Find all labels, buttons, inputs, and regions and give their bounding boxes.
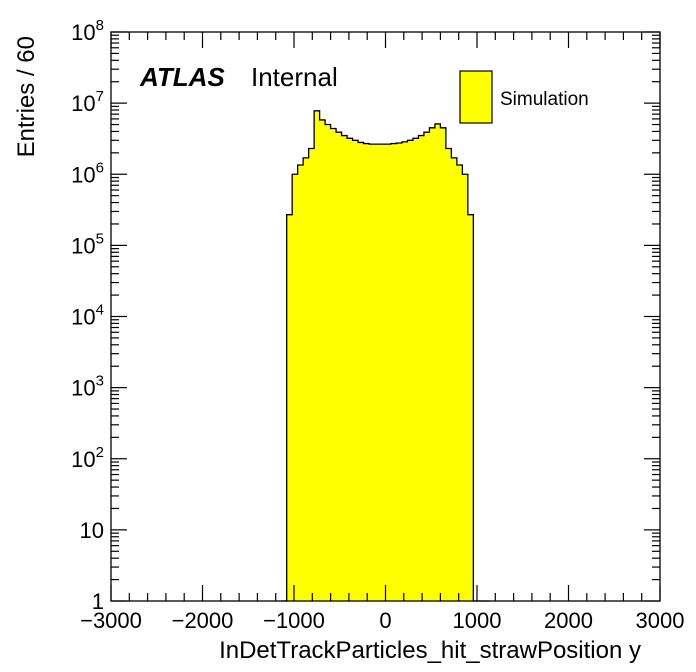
histogram-bin xyxy=(303,157,310,601)
histogram-bin xyxy=(412,138,419,601)
histogram-bin xyxy=(363,143,370,601)
histogram-bin xyxy=(286,214,293,601)
x-tick-label: 3000 xyxy=(636,608,685,633)
y-tick-labels: 1 10 102 103 104 105 106 107 108 xyxy=(71,17,104,614)
histogram-bin xyxy=(390,143,397,601)
y-tick-label: 108 xyxy=(71,17,104,45)
x-tick-label: −3000 xyxy=(80,608,142,633)
legend-label-simulation: Simulation xyxy=(500,89,589,110)
histogram-bin xyxy=(456,164,463,601)
y-tick-label: 106 xyxy=(71,159,104,187)
histogram-bin xyxy=(467,214,474,601)
histogram-bin xyxy=(374,144,381,601)
y-tick-label: 1 xyxy=(92,589,104,614)
y-tick-label: 103 xyxy=(71,373,104,401)
y-tick-label: 102 xyxy=(71,444,104,472)
x-tick-label: 2000 xyxy=(544,608,593,633)
axis-ticks xyxy=(110,31,661,602)
x-tick-label: −2000 xyxy=(172,608,234,633)
histogram-bin xyxy=(352,140,359,601)
histogram-bin xyxy=(341,135,348,601)
x-tick-label: −1000 xyxy=(263,608,325,633)
internal-label: Internal xyxy=(251,62,338,92)
y-tick-label: 104 xyxy=(71,302,104,330)
histogram-bin xyxy=(297,164,304,601)
histogram-bin xyxy=(336,132,342,602)
histogram-bin xyxy=(401,141,408,601)
y-tick-label: 10 xyxy=(80,518,104,543)
histogram-bin xyxy=(330,128,337,601)
histogram-bin xyxy=(325,124,331,601)
histogram-bin xyxy=(423,132,430,602)
histogram-bin xyxy=(292,174,299,601)
histogram-bin xyxy=(434,123,441,601)
histogram-bin xyxy=(369,144,375,601)
histogram-bin xyxy=(445,148,452,602)
atlas-label: ATLAS xyxy=(139,62,225,92)
histogram-bin xyxy=(418,135,425,601)
histogram-bin xyxy=(380,144,386,601)
histogram-bars xyxy=(286,110,474,602)
histogram-outline xyxy=(281,110,490,602)
histogram-bin xyxy=(462,174,469,601)
histogram-bin xyxy=(308,148,315,602)
histogram-bin xyxy=(396,143,403,602)
y-axis-title: Entries / 60 xyxy=(13,36,40,157)
histogram-bin xyxy=(407,140,414,601)
x-tick-labels: −3000 −2000 −1000 0 1000 2000 3000 xyxy=(80,608,684,633)
histogram-bin xyxy=(347,138,353,601)
y-tick-label: 107 xyxy=(71,88,104,116)
histogram-bin xyxy=(319,119,326,602)
histogram-bin xyxy=(358,142,364,601)
histogram-bin xyxy=(385,144,392,601)
histogram-bin xyxy=(429,127,436,602)
y-tick-label: 105 xyxy=(71,230,104,258)
legend-swatch-simulation xyxy=(459,70,493,124)
histogram-bin xyxy=(314,110,321,601)
histogram-bin xyxy=(440,127,447,602)
histogram-bin xyxy=(451,157,458,601)
x-tick-label: 1000 xyxy=(453,608,502,633)
x-axis-title: InDetTrackParticles_hit_strawPosition y xyxy=(219,637,641,664)
x-tick-label: 0 xyxy=(379,608,391,633)
